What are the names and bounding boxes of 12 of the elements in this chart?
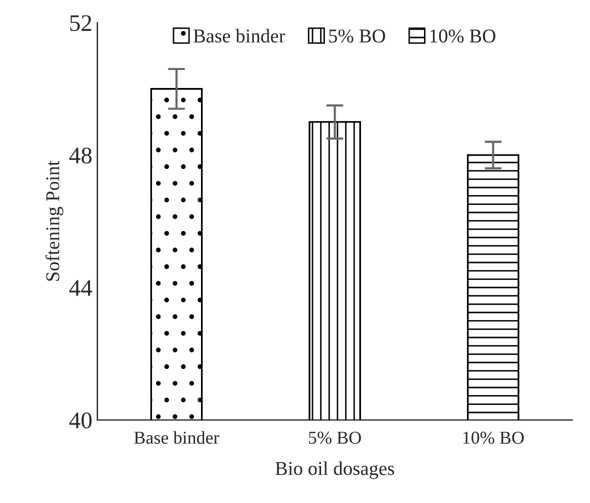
y-tick-label: 52 [70, 15, 92, 32]
y-tick-label: 40 [69, 412, 92, 428]
x-axis-title: Bio oil dosages [275, 461, 394, 480]
legend-label: 5% BO [329, 29, 386, 43]
y-axis-title: Softening Point [45, 160, 64, 281]
legend-label: Base binder [194, 28, 286, 43]
y-tick-label: 48 [69, 148, 92, 164]
x-tick-label: Base binder [134, 431, 220, 444]
legend-label: 10% BO [430, 29, 496, 43]
x-tick-label: 5% BO [309, 432, 361, 444]
y-tick-label: 44 [69, 280, 92, 296]
x-tick-label: 10% BO [463, 432, 524, 444]
